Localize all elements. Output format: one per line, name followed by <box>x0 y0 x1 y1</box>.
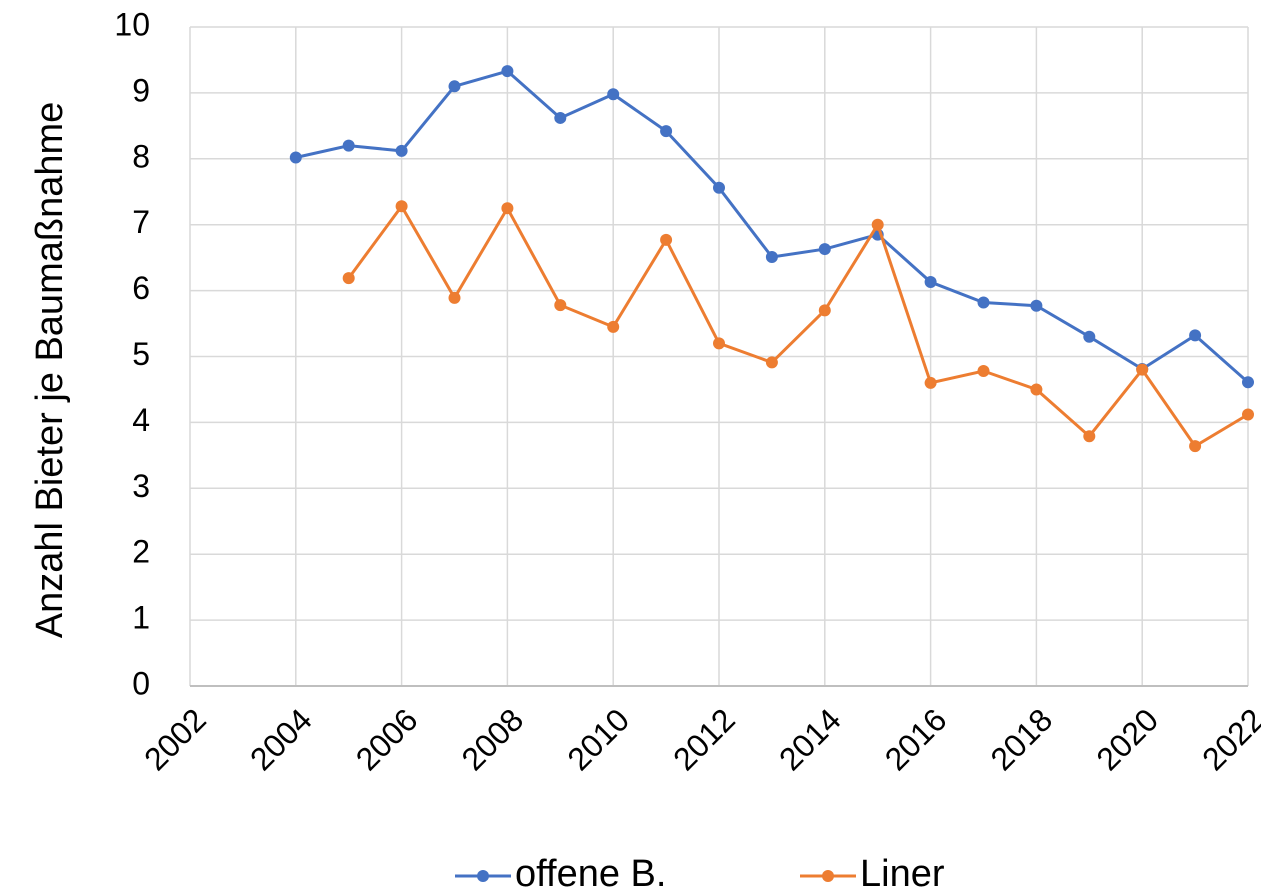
data-point <box>977 296 990 309</box>
data-point <box>554 111 567 124</box>
data-point <box>1083 430 1096 443</box>
data-point <box>713 181 725 194</box>
data-point <box>395 144 408 157</box>
legend-label: Liner <box>860 853 945 895</box>
data-point <box>924 276 937 289</box>
data-point <box>765 250 778 263</box>
data-point <box>501 65 514 78</box>
data-point <box>342 139 355 152</box>
data-point <box>1189 329 1202 342</box>
y-tick-label: 10 <box>114 6 150 42</box>
x-tick-label: 2020 <box>1089 701 1165 777</box>
data-point <box>871 218 884 231</box>
y-tick-label: 7 <box>132 204 150 240</box>
data-point <box>395 200 408 213</box>
legend-marker <box>822 870 834 882</box>
y-tick-label: 2 <box>132 534 150 570</box>
x-tick-label: 2012 <box>666 701 742 777</box>
data-point <box>554 299 567 312</box>
data-point <box>1136 363 1149 376</box>
data-point <box>448 80 461 93</box>
series-line <box>295 69 1249 384</box>
y-tick-label: 3 <box>132 468 150 504</box>
legend-label: offene B. <box>515 853 666 895</box>
data-point <box>1083 330 1096 343</box>
x-tick-label: 2010 <box>560 701 636 777</box>
data-point <box>660 233 673 246</box>
y-tick-label: 6 <box>132 270 150 306</box>
data-point <box>1030 299 1043 312</box>
x-tick-label: 2018 <box>984 701 1060 777</box>
data-point <box>342 272 355 285</box>
series-line <box>347 203 1249 449</box>
legend-marker <box>477 870 489 882</box>
data-point <box>607 88 620 101</box>
x-tick-label: 2022 <box>1195 701 1261 777</box>
y-tick-label: 1 <box>132 600 150 636</box>
y-tick-label: 4 <box>132 402 150 438</box>
data-point <box>1030 383 1043 396</box>
data-point <box>924 376 937 389</box>
data-point <box>1242 408 1254 421</box>
data-point <box>765 356 778 369</box>
x-tick-label: 2002 <box>137 701 213 777</box>
y-tick-label: 8 <box>132 138 150 174</box>
data-point <box>1189 440 1202 453</box>
y-tick-label: 9 <box>132 72 150 108</box>
data-point <box>977 364 990 377</box>
x-tick-label: 2014 <box>772 701 848 777</box>
y-tick-label: 5 <box>132 336 150 372</box>
data-point <box>713 337 725 350</box>
data-point <box>818 304 831 317</box>
data-point <box>1242 376 1254 389</box>
x-tick-label: 2006 <box>349 701 425 777</box>
data-point <box>448 291 461 304</box>
data-point <box>501 202 514 215</box>
x-tick-label: 2008 <box>455 701 531 777</box>
y-axis-label: Anzahl Bieter je Baumaßnahme <box>29 102 71 639</box>
x-tick-label: 2016 <box>878 701 954 777</box>
x-tick-label: 2004 <box>243 701 319 777</box>
y-tick-label: 0 <box>132 665 150 701</box>
data-point <box>289 151 302 164</box>
data-point <box>660 125 673 138</box>
data-point <box>607 320 620 333</box>
data-point <box>818 243 831 256</box>
